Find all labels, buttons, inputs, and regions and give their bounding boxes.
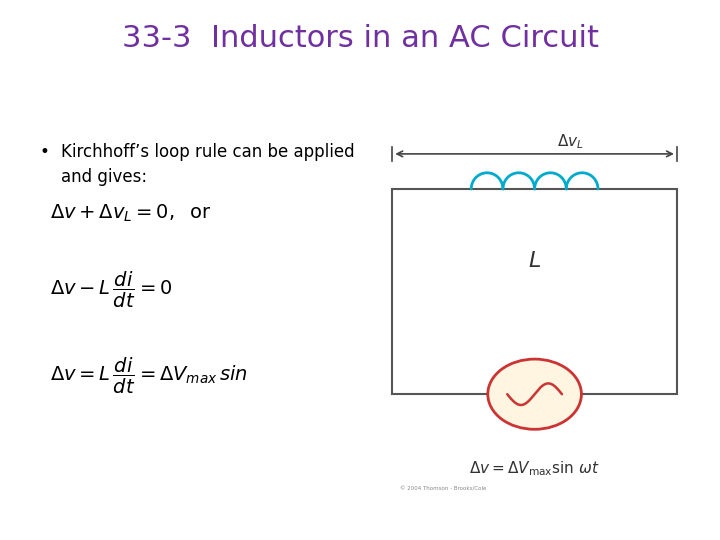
Text: $\Delta v_L$: $\Delta v_L$	[557, 132, 584, 151]
Text: $\Delta v = \Delta V_{\mathrm{max}} \sin\, \omega t$: $\Delta v = \Delta V_{\mathrm{max}} \sin…	[469, 459, 600, 478]
Text: Kirchhoff’s loop rule can be applied
and gives:: Kirchhoff’s loop rule can be applied and…	[61, 143, 355, 186]
Circle shape	[488, 359, 582, 429]
Text: •: •	[40, 143, 50, 161]
Text: $\Delta v + \Delta v_L = 0,\;$ or: $\Delta v + \Delta v_L = 0,\;$ or	[50, 202, 212, 224]
Bar	[392, 189, 677, 394]
Text: © 2004 Thomson - Brooks/Cole: © 2004 Thomson - Brooks/Cole	[400, 486, 486, 491]
Text: $\Delta v - L\,\dfrac{di}{dt} = 0$: $\Delta v - L\,\dfrac{di}{dt} = 0$	[50, 270, 173, 310]
Text: $\Delta v = L\,\dfrac{di}{dt} = \Delta V_{max}\, sin$: $\Delta v = L\,\dfrac{di}{dt} = \Delta V…	[50, 356, 248, 396]
Text: 33-3  Inductors in an AC Circuit: 33-3 Inductors in an AC Circuit	[122, 24, 598, 53]
Text: $L$: $L$	[528, 251, 541, 271]
